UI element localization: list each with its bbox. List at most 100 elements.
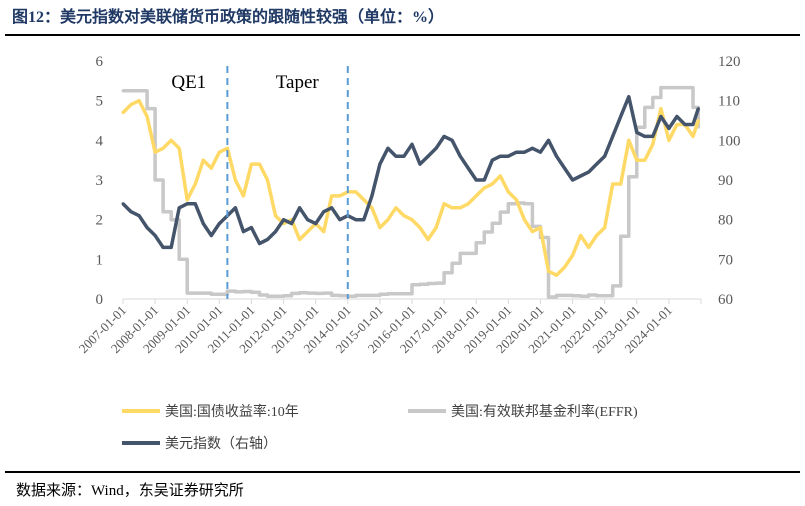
data-point-0: [169, 138, 173, 142]
data-point-0: [538, 226, 542, 230]
data-point-2: [675, 115, 679, 119]
data-point-0: [145, 115, 149, 119]
data-point-0: [306, 230, 310, 234]
figure-title: 图12：美元指数对美联储货币政策的跟随性较强（单位：%）: [12, 7, 444, 26]
data-point-2: [490, 158, 494, 162]
data-point-1: [659, 86, 663, 90]
data-point-2: [538, 150, 542, 154]
legend-label: 美国:有效联邦基金利率(EFFR): [451, 403, 638, 420]
data-point-1: [587, 293, 591, 297]
data-point-1: [579, 294, 583, 298]
data-point-1: [137, 89, 141, 93]
data-point-1: [450, 261, 454, 265]
y-left-tick-label: 2: [96, 213, 104, 229]
data-point-0: [330, 194, 334, 198]
data-point-2: [595, 162, 599, 166]
data-point-2: [434, 146, 438, 150]
data-point-1: [442, 271, 446, 275]
data-point-0: [129, 103, 133, 107]
y-left-tick-label: 1: [96, 252, 104, 268]
data-point-0: [651, 142, 655, 146]
data-point-0: [571, 253, 575, 257]
data-point-2: [185, 202, 189, 206]
data-point-1: [129, 89, 133, 93]
data-point-0: [137, 99, 141, 103]
data-point-1: [627, 175, 631, 179]
data-point-0: [185, 198, 189, 202]
data-point-0: [249, 162, 253, 166]
data-point-2: [506, 154, 510, 158]
data-point-0: [482, 186, 486, 190]
data-point-0: [466, 202, 470, 206]
data-point-1: [506, 202, 510, 206]
data-point-1: [619, 234, 623, 238]
data-point-1: [169, 218, 173, 222]
data-point-2: [482, 178, 486, 182]
data-point-1: [546, 295, 550, 299]
data-point-2: [217, 222, 221, 226]
data-point-0: [563, 265, 567, 269]
data-point-1: [643, 105, 647, 109]
data-point-1: [555, 293, 558, 297]
data-point-1: [145, 107, 149, 111]
data-point-0: [696, 119, 700, 122]
data-point-2: [298, 206, 302, 210]
data-point-2: [241, 230, 245, 234]
data-point-0: [209, 166, 213, 170]
data-point-0: [474, 194, 478, 198]
data-point-0: [434, 226, 438, 230]
data-point-2: [249, 226, 253, 230]
data-point-2: [257, 241, 261, 245]
data-point-1: [185, 291, 189, 295]
data-point-1: [201, 291, 205, 295]
data-point-2: [193, 202, 197, 206]
data-point-2: [563, 166, 567, 170]
data-point-2: [121, 202, 125, 206]
data-point-2: [209, 234, 213, 238]
data-point-0: [177, 146, 181, 150]
data-point-2: [169, 245, 173, 249]
data-point-2: [274, 230, 278, 234]
legend-label: 美国:国债收益率:10年: [165, 403, 299, 420]
data-point-1: [314, 291, 318, 295]
data-point-1: [193, 291, 197, 295]
data-point-2: [498, 154, 502, 158]
data-point-2: [546, 138, 550, 142]
data-point-1: [249, 290, 253, 294]
data-point-2: [691, 122, 695, 126]
data-point-0: [530, 230, 534, 234]
data-point-0: [241, 194, 245, 198]
data-point-2: [338, 218, 342, 222]
data-point-0: [635, 158, 639, 162]
data-point-0: [555, 273, 558, 277]
data-point-1: [298, 291, 302, 295]
data-point-1: [667, 86, 671, 90]
data-point-0: [498, 174, 502, 178]
data-point-1: [482, 230, 486, 234]
data-point-0: [667, 138, 671, 142]
data-point-2: [683, 122, 687, 126]
data-point-0: [458, 206, 462, 210]
data-point-2: [137, 214, 141, 218]
data-point-2: [514, 150, 518, 154]
data-point-1: [362, 293, 366, 297]
data-point-2: [378, 162, 382, 166]
data-point-2: [474, 178, 478, 182]
data-point-1: [354, 293, 358, 297]
data-point-2: [450, 138, 454, 142]
data-point-2: [402, 154, 406, 158]
data-point-1: [274, 294, 278, 298]
data-point-2: [233, 206, 237, 210]
y-right-tick-label: 80: [718, 213, 733, 229]
data-point-1: [651, 95, 655, 99]
data-point-0: [193, 182, 197, 186]
data-point-1: [691, 105, 695, 109]
data-point-0: [362, 198, 366, 202]
data-point-2: [522, 150, 526, 154]
data-point-1: [466, 251, 470, 255]
y-left-tick-label: 0: [96, 292, 104, 308]
data-point-2: [635, 130, 639, 134]
series-line-2: [121, 94, 700, 250]
data-point-0: [603, 226, 607, 230]
